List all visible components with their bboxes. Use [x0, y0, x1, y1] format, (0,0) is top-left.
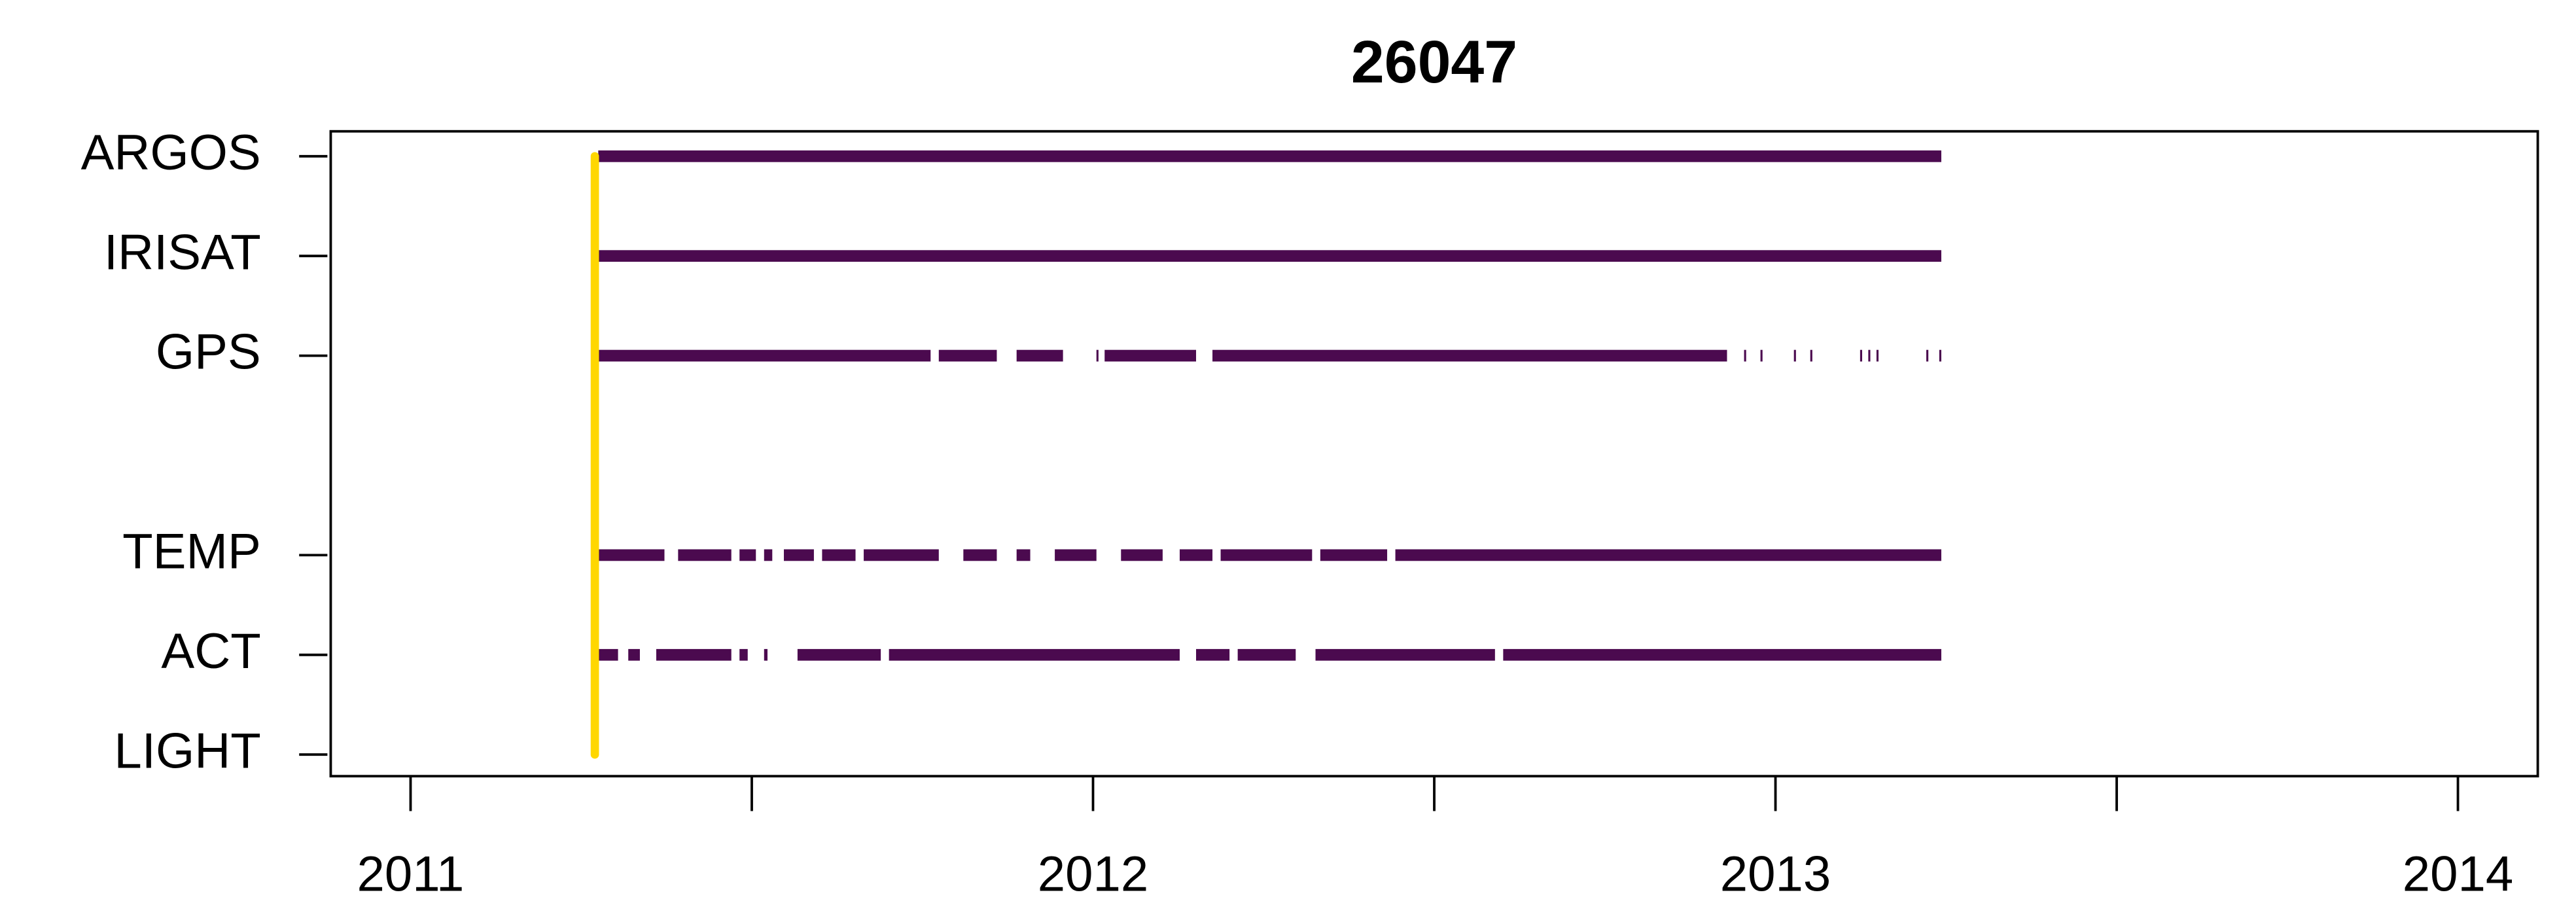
- coverage-segment: [1315, 648, 1495, 661]
- coverage-segment: [784, 549, 814, 561]
- coverage-segment: [1196, 648, 1230, 661]
- coverage-segment: [1793, 349, 1796, 362]
- coverage-segment: [628, 648, 640, 661]
- coverage-segment: [864, 549, 939, 561]
- coverage-segment: [1939, 349, 1941, 362]
- coverage-segment: [797, 648, 881, 661]
- coverage-segment: [1179, 549, 1213, 561]
- coverage-segment: [764, 549, 773, 561]
- coverage-segment: [1810, 349, 1812, 362]
- coverage-segment: [938, 349, 997, 362]
- coverage-segment: [598, 349, 931, 362]
- coverage-segment: [1016, 349, 1063, 362]
- x-tick-label: 2013: [1720, 846, 1831, 901]
- coverage-segment: [1320, 549, 1388, 561]
- y-tick-label: TEMP: [122, 524, 261, 580]
- coverage-segment: [1237, 648, 1296, 661]
- coverage-segment: [598, 549, 665, 561]
- x-tick-label: 2012: [1038, 846, 1149, 901]
- coverage-segment: [1926, 349, 1929, 362]
- coverage-segment: [739, 549, 756, 561]
- coverage-segment: [1860, 349, 1862, 362]
- coverage-segment: [1016, 549, 1031, 561]
- coverage-segment: [678, 549, 732, 561]
- coverage-segment: [1121, 549, 1163, 561]
- y-tick-label: LIGHT: [114, 723, 260, 779]
- y-tick-label: GPS: [156, 325, 261, 380]
- coverage-segment: [963, 549, 997, 561]
- y-tick-label: ARGOS: [81, 125, 261, 181]
- coverage-segment: [889, 648, 1180, 661]
- coverage-segment: [822, 549, 856, 561]
- coverage-segment: [1096, 349, 1099, 362]
- coverage-segment: [1876, 349, 1879, 362]
- coverage-segment: [1868, 349, 1871, 362]
- coverage-segment: [598, 150, 1941, 162]
- coverage-segment: [1055, 549, 1097, 561]
- coverage-segment: [598, 648, 618, 661]
- coverage-segment: [1760, 349, 1763, 362]
- y-tick-label: ACT: [161, 624, 260, 679]
- coverage-segment: [598, 250, 1941, 262]
- coverage-segment: [1395, 549, 1941, 561]
- coverage-segment: [764, 648, 768, 661]
- chart-title: 26047: [1351, 29, 1517, 96]
- x-tick-label: 2011: [357, 846, 465, 901]
- coverage-segment: [1212, 349, 1727, 362]
- coverage-segment: [1744, 349, 1746, 362]
- coverage-segment: [1503, 648, 1941, 661]
- y-tick-label: IRISAT: [104, 224, 261, 280]
- plot-frame: [329, 130, 2539, 778]
- coverage-segment: [1104, 349, 1197, 362]
- coverage-segment: [739, 648, 748, 661]
- x-tick-label: 2014: [2403, 846, 2514, 901]
- coverage-segment: [1220, 549, 1313, 561]
- coverage-segment: [656, 648, 732, 661]
